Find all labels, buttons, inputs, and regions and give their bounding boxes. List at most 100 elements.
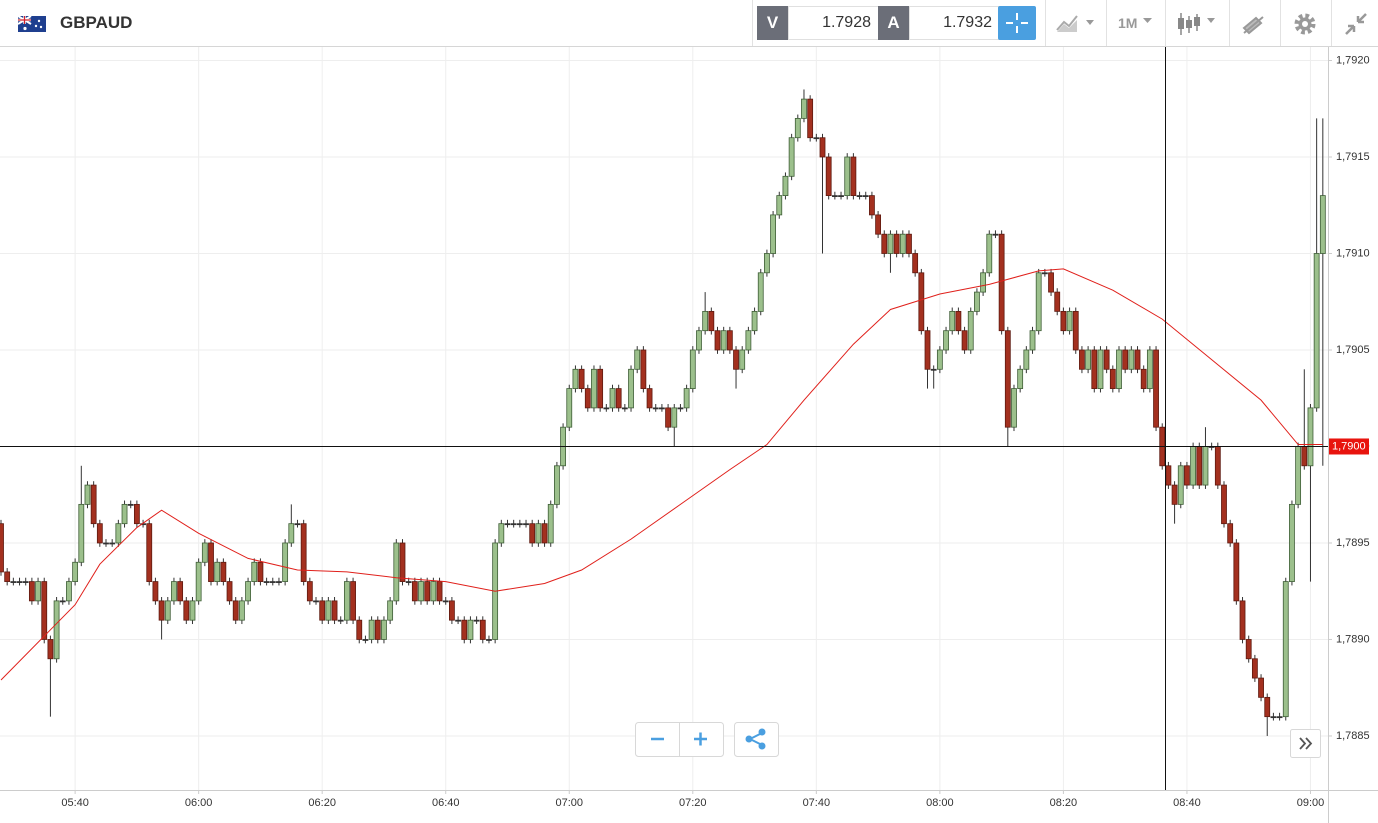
candle-body bbox=[430, 581, 437, 602]
candle-body bbox=[862, 195, 869, 198]
candle-body bbox=[992, 233, 999, 236]
candle-body bbox=[201, 542, 208, 563]
candle-body bbox=[343, 581, 350, 621]
candle-body bbox=[591, 368, 597, 409]
candle-body bbox=[566, 388, 573, 428]
candle-body bbox=[634, 349, 641, 370]
candle-body bbox=[1153, 349, 1159, 428]
candle-body bbox=[1202, 446, 1209, 486]
candle-body bbox=[133, 503, 140, 525]
candle-body bbox=[696, 330, 702, 351]
candle-body bbox=[146, 523, 153, 582]
candle-body bbox=[677, 407, 684, 410]
candle-body bbox=[436, 581, 443, 602]
candle-body bbox=[535, 523, 542, 544]
candle-body bbox=[337, 619, 344, 622]
candle-body bbox=[621, 407, 628, 410]
y-tick-label: 1,7890 bbox=[1336, 633, 1370, 645]
candle-body bbox=[838, 195, 844, 198]
candle-body bbox=[510, 523, 517, 526]
timeframe-button[interactable]: 1M bbox=[1118, 15, 1138, 31]
chart-type-button[interactable] bbox=[1055, 12, 1100, 34]
candle-body bbox=[1227, 523, 1234, 544]
candle-body bbox=[1011, 388, 1017, 428]
candle-body bbox=[424, 581, 431, 602]
zoom-controls bbox=[635, 722, 1321, 758]
bid-button[interactable]: V bbox=[757, 6, 788, 40]
candle-body bbox=[473, 619, 480, 622]
ask-button[interactable]: A bbox=[878, 6, 909, 40]
x-tick-label: 07:40 bbox=[803, 797, 831, 809]
candle-body bbox=[269, 581, 276, 583]
candle-body bbox=[164, 600, 171, 621]
x-tick-label: 08:40 bbox=[1173, 797, 1201, 809]
candle-body bbox=[368, 619, 375, 640]
candle-body bbox=[1276, 716, 1283, 719]
separator bbox=[1045, 0, 1046, 46]
share-button[interactable] bbox=[745, 728, 766, 750]
candle-body bbox=[1171, 484, 1178, 505]
candle-body bbox=[856, 195, 863, 198]
candle-body bbox=[936, 349, 943, 370]
candle-body bbox=[313, 600, 319, 603]
candle-body bbox=[918, 272, 925, 332]
candle-body bbox=[646, 388, 653, 409]
candle-body bbox=[807, 98, 814, 139]
candle-body bbox=[1165, 465, 1172, 486]
candle-body bbox=[1097, 349, 1104, 389]
candle-body bbox=[238, 600, 245, 621]
candle-body bbox=[393, 542, 400, 602]
candle-body bbox=[177, 581, 184, 602]
crosshair-price-box bbox=[1329, 438, 1369, 455]
candle-body bbox=[362, 639, 369, 641]
candle-body bbox=[998, 233, 1005, 332]
candle-body bbox=[1023, 349, 1030, 370]
candle-body bbox=[776, 195, 783, 216]
candle-body bbox=[906, 233, 912, 254]
candle-body bbox=[486, 639, 492, 641]
candle-body bbox=[47, 639, 54, 660]
x-tick-label: 08:20 bbox=[1050, 797, 1078, 809]
candle-body bbox=[53, 600, 60, 660]
candle-body bbox=[584, 388, 591, 409]
candle-body bbox=[331, 600, 338, 621]
candle-body bbox=[300, 523, 307, 582]
candle-body bbox=[899, 233, 906, 254]
moving-average-line bbox=[0, 268, 1323, 681]
dropdown-arrow bbox=[1143, 18, 1152, 23]
candle-body bbox=[869, 195, 875, 216]
candle-body bbox=[967, 310, 974, 351]
x-tick-label: 06:20 bbox=[308, 797, 336, 809]
candle-body bbox=[1041, 272, 1048, 275]
candle-body bbox=[1066, 310, 1073, 332]
share-group bbox=[734, 722, 779, 757]
crosshair-button[interactable] bbox=[998, 6, 1036, 40]
candle-body bbox=[115, 523, 122, 544]
candle-body bbox=[924, 330, 931, 370]
candle-body bbox=[955, 310, 962, 332]
candle-body bbox=[745, 330, 752, 351]
candle-body bbox=[498, 523, 505, 544]
candle-body bbox=[912, 253, 919, 274]
candle-style-button[interactable] bbox=[1176, 11, 1221, 37]
candle-body bbox=[683, 388, 690, 409]
candle-body bbox=[66, 581, 72, 602]
flag-icon bbox=[18, 16, 46, 32]
candle-body bbox=[183, 600, 190, 621]
zoom-in-button[interactable] bbox=[694, 732, 707, 746]
x-tick-label: 08:00 bbox=[926, 797, 954, 809]
candle-body bbox=[825, 156, 832, 196]
candle-body bbox=[41, 581, 48, 640]
separator bbox=[752, 0, 753, 46]
candle-body bbox=[652, 407, 659, 410]
y-tick-label: 1,7895 bbox=[1336, 537, 1370, 549]
candle-body bbox=[689, 349, 696, 389]
candle-body bbox=[288, 523, 295, 544]
candle-body bbox=[1048, 272, 1054, 293]
candle-body bbox=[1103, 349, 1110, 370]
candle-body bbox=[708, 310, 715, 332]
collapse-button[interactable] bbox=[1343, 11, 1369, 37]
settings-button[interactable] bbox=[1292, 11, 1318, 37]
candle-body bbox=[794, 118, 801, 139]
draw-tool-button[interactable] bbox=[1241, 11, 1267, 37]
